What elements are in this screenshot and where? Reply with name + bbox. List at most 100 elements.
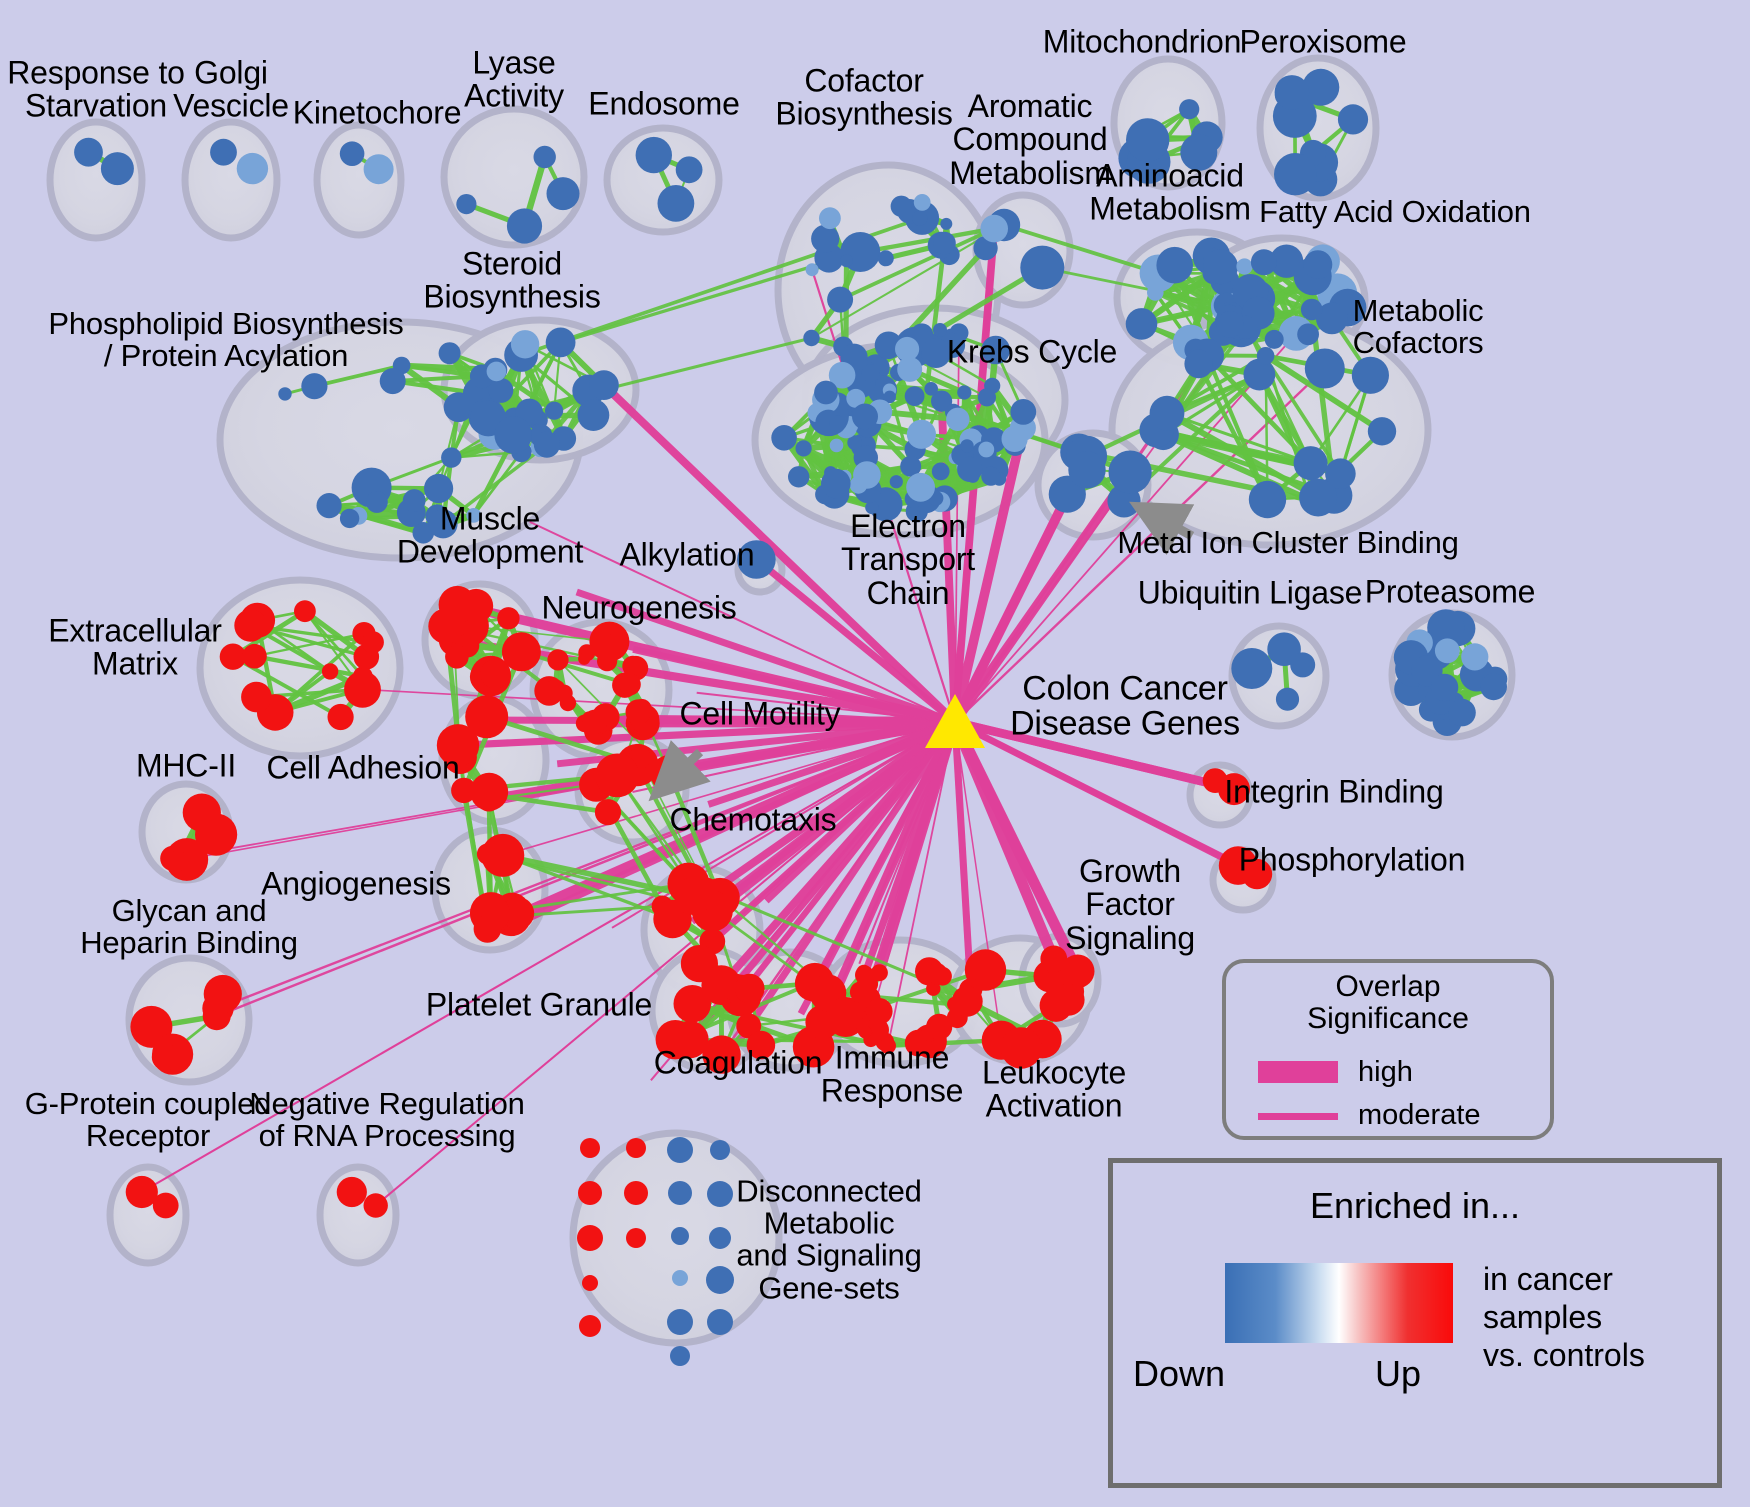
arrow-metal-ion-icon	[1129, 501, 1195, 555]
gene-set-node	[852, 403, 878, 430]
gene-set-node	[445, 645, 469, 669]
gene-set-node	[1269, 244, 1304, 278]
hub-edge-high	[457, 718, 956, 749]
gene-set-node	[1256, 347, 1275, 365]
network-edge	[1165, 411, 1313, 465]
gene-set-node	[547, 649, 569, 671]
gene-set-node	[1203, 249, 1238, 285]
gene-set-node	[1430, 673, 1459, 702]
gene-set-node	[635, 136, 672, 174]
gene-set-node	[1068, 451, 1106, 489]
network-edge	[312, 363, 404, 389]
gene-set-node	[904, 386, 925, 406]
gene-set-node	[707, 1309, 733, 1335]
gene-set-node	[846, 388, 866, 408]
gene-set-node	[167, 850, 189, 872]
gene-set-node	[803, 329, 820, 347]
gene-set-node	[316, 493, 342, 519]
legend-gradient-low-label: Down	[1133, 1353, 1226, 1394]
gene-set-node	[771, 425, 797, 451]
gene-set-node	[1126, 118, 1170, 162]
network-edge	[877, 408, 961, 423]
gene-set-node	[1299, 478, 1338, 517]
gene-set-node	[589, 370, 619, 400]
gene-set-node	[595, 753, 640, 798]
gene-set-node	[931, 462, 950, 481]
network-edge	[501, 853, 675, 921]
gene-set-node	[1274, 75, 1310, 110]
gene-set-node	[456, 194, 477, 215]
gene-set-node	[236, 152, 269, 185]
hub-edge-high	[951, 721, 975, 991]
gene-set-node	[1108, 450, 1152, 494]
gene-set-node	[1427, 609, 1465, 647]
gene-set-node	[1243, 358, 1276, 391]
gene-set-node	[933, 323, 947, 337]
gene-set-node	[926, 963, 948, 984]
gene-set-node	[870, 964, 888, 982]
gene-set-node	[675, 156, 703, 184]
gene-set-node	[1248, 480, 1287, 519]
gene-set-node	[1274, 153, 1317, 196]
gene-set-node	[327, 703, 354, 731]
gene-set-node	[339, 508, 360, 529]
gene-set-node	[494, 416, 532, 454]
network-edge	[810, 223, 1006, 340]
gene-set-node	[473, 915, 502, 943]
gene-set-node	[241, 681, 272, 713]
gene-set-node	[1302, 68, 1340, 106]
gene-set-node	[977, 388, 997, 407]
gene-set-node	[605, 633, 626, 654]
gene-set-node	[668, 1181, 692, 1205]
gene-set-node	[622, 655, 643, 677]
network-edge	[838, 226, 997, 302]
hub-edge-high	[696, 691, 956, 723]
gene-set-node	[1264, 329, 1284, 349]
gene-set-node	[1461, 643, 1489, 671]
gene-set-node	[795, 440, 812, 457]
gene-set-node	[1184, 349, 1213, 379]
hub-edge-high	[953, 717, 1236, 794]
gene-set-node	[152, 1192, 179, 1219]
legend-overlap-title: Overlap Significance	[1307, 970, 1469, 1035]
gene-set-node	[981, 335, 1010, 365]
gene-set-node	[707, 1181, 733, 1207]
hub-edge-high	[797, 720, 959, 1016]
gene-set-node	[577, 399, 610, 431]
gene-set-node	[428, 608, 464, 644]
gene-set-node	[506, 208, 543, 244]
gene-set-node	[533, 145, 556, 169]
gene-set-node	[451, 777, 477, 804]
network-edge	[509, 904, 664, 918]
gene-set-node	[219, 643, 247, 670]
gene-set-node	[933, 231, 956, 255]
gene-set-node	[1293, 446, 1328, 481]
gene-set-node	[533, 431, 561, 458]
hub-triangle-icon[interactable]	[925, 694, 985, 748]
gene-set-node	[940, 217, 953, 230]
gene-set-node	[706, 1266, 734, 1294]
gene-set-node	[866, 998, 893, 1025]
gene-set-node	[828, 361, 856, 389]
gene-set-node	[889, 475, 903, 489]
gene-set-node	[877, 250, 894, 267]
gene-set-node	[1304, 348, 1345, 389]
gene-set-node	[674, 877, 713, 915]
halo-golgi-vescicle	[181, 118, 281, 242]
gene-set-node	[234, 609, 267, 642]
legend-enriched-title: Enriched in...	[1309, 1185, 1521, 1226]
legend-gradient-high-label: Up	[1375, 1353, 1422, 1394]
gene-set-node	[555, 684, 573, 702]
gene-set-node	[1250, 249, 1277, 276]
gene-set-node	[1367, 417, 1397, 446]
gene-set-node	[897, 356, 923, 382]
gene-set-node	[981, 466, 1001, 486]
halo-response-to-starvation	[46, 118, 146, 242]
gene-set-node	[1010, 399, 1037, 425]
hub-edge-high	[953, 719, 1259, 877]
gene-set-node	[924, 382, 938, 396]
network-edge	[1262, 352, 1385, 435]
hub-node-colon-cancer-disease-genes[interactable]	[925, 694, 985, 748]
gene-set-node	[819, 207, 841, 230]
